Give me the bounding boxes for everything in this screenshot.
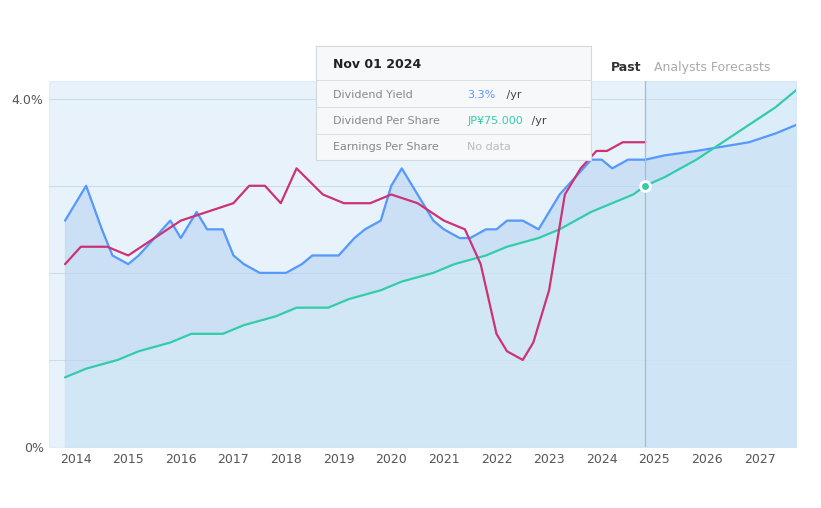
Text: Dividend Yield: Dividend Yield <box>333 90 412 100</box>
Text: JP¥75.000: JP¥75.000 <box>467 116 523 126</box>
Text: Earnings Per Share: Earnings Per Share <box>333 142 438 152</box>
Text: /yr: /yr <box>503 90 521 100</box>
Text: /yr: /yr <box>528 116 546 126</box>
Text: Analysts Forecasts: Analysts Forecasts <box>654 60 770 74</box>
Text: Past: Past <box>611 60 641 74</box>
Text: No data: No data <box>467 142 511 152</box>
Text: 3.3%: 3.3% <box>467 90 496 100</box>
Text: Nov 01 2024: Nov 01 2024 <box>333 57 421 71</box>
Text: Dividend Per Share: Dividend Per Share <box>333 116 439 126</box>
